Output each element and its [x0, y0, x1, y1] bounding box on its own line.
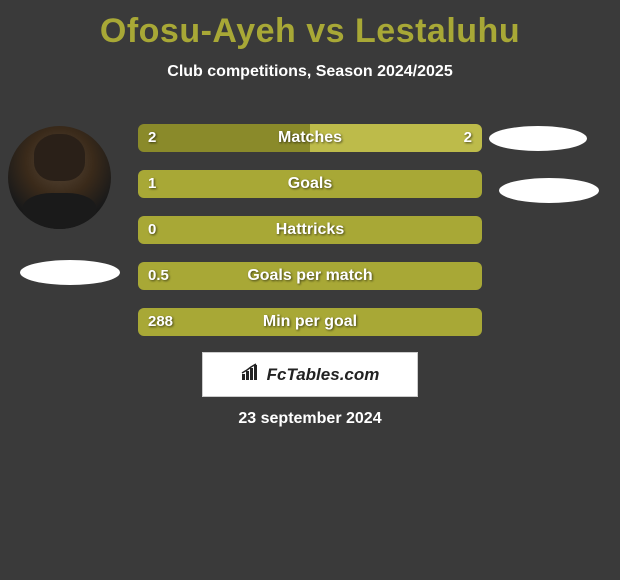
player-left-avatar — [8, 126, 111, 229]
bar-label: Goals — [138, 170, 482, 198]
footer-date: 23 september 2024 — [0, 410, 620, 428]
bar-row-matches: 2 Matches 2 — [138, 124, 482, 152]
bar-row-goals: 1 Goals — [138, 170, 482, 198]
bar-value-right: 2 — [464, 124, 472, 152]
player-right-avatar-oval — [489, 126, 587, 151]
bar-label: Matches — [138, 124, 482, 152]
bar-row-min-per-goal: 288 Min per goal — [138, 308, 482, 336]
attribution-text: FcTables.com — [267, 365, 380, 385]
bar-row-goals-per-match: 0.5 Goals per match — [138, 262, 482, 290]
bar-label: Goals per match — [138, 262, 482, 290]
comparison-bars: 2 Matches 2 1 Goals 0 Hattricks 0.5 Goal… — [138, 124, 482, 354]
player-left-name-oval — [20, 260, 120, 285]
page-title: Ofosu-Ayeh vs Lestaluhu — [0, 0, 620, 51]
attribution[interactable]: FcTables.com — [202, 352, 418, 397]
bar-label: Min per goal — [138, 308, 482, 336]
bar-row-hattricks: 0 Hattricks — [138, 216, 482, 244]
page-subtitle: Club competitions, Season 2024/2025 — [0, 63, 620, 81]
bar-label: Hattricks — [138, 216, 482, 244]
bar-chart-icon — [241, 363, 261, 386]
player-right-name-oval — [499, 178, 599, 203]
